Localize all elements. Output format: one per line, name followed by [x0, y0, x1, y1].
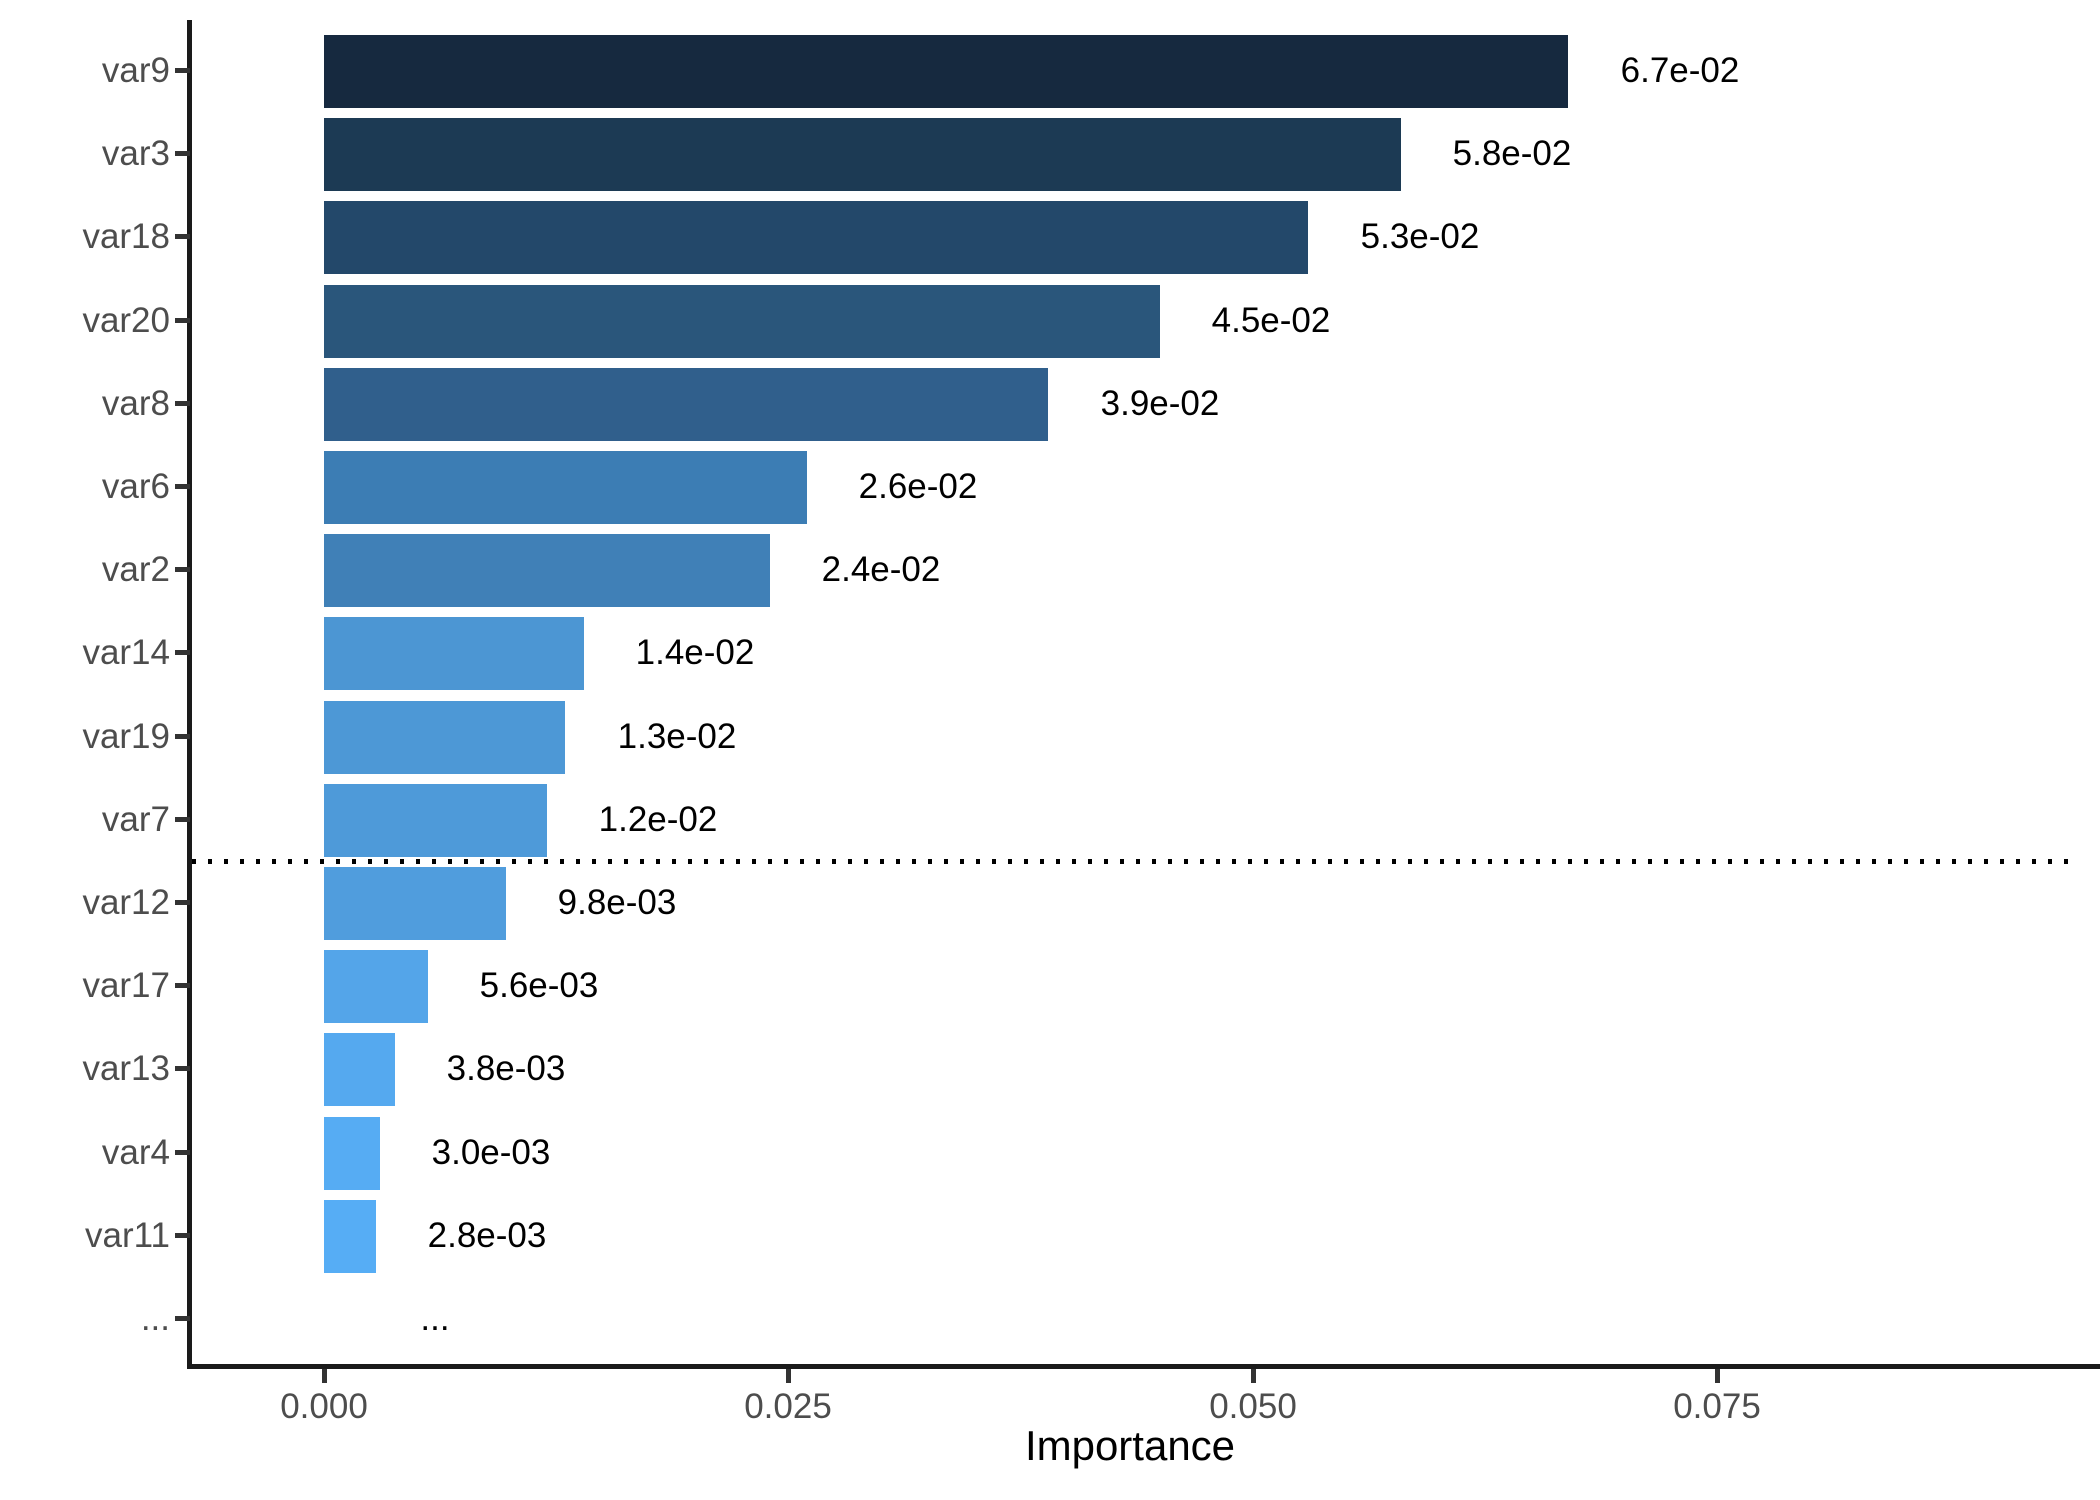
x-axis-tick [1251, 1369, 1256, 1383]
y-axis-label: var19 [82, 716, 170, 756]
y-axis-label: var6 [101, 467, 170, 506]
bar [324, 284, 1160, 358]
y-axis-tick [175, 1066, 190, 1072]
x-axis-tick-label: 0.050 [1209, 1387, 1297, 1426]
bar [324, 1116, 380, 1190]
value-label: 2.4e-02 [821, 550, 941, 590]
y-axis-label: var11 [85, 1215, 170, 1255]
y-axis-label: var2 [101, 550, 170, 590]
y-axis-label: var4 [101, 1132, 170, 1172]
y-axis-tick [175, 68, 190, 73]
value-label: 9.8e-03 [557, 883, 677, 922]
y-axis-tick [175, 816, 190, 822]
bar [324, 118, 1401, 192]
bar [324, 1199, 376, 1273]
y-axis-label: var13 [82, 1049, 170, 1089]
value-label: ... [420, 1299, 450, 1338]
value-label: 2.8e-03 [427, 1215, 547, 1255]
y-axis-label: var20 [82, 300, 170, 340]
y-axis-tick [175, 733, 190, 739]
y-axis-label: var3 [101, 134, 170, 174]
value-label: 5.6e-03 [479, 966, 599, 1006]
value-label: 5.8e-02 [1452, 134, 1572, 174]
y-axis-label: var18 [82, 217, 170, 257]
y-axis-tick [175, 1316, 190, 1321]
value-label: 6.7e-02 [1620, 51, 1740, 90]
bar [324, 867, 506, 940]
value-label: 2.6e-02 [858, 467, 978, 506]
bar [324, 534, 770, 608]
value-label: 1.3e-02 [617, 716, 737, 756]
y-axis-label: var8 [101, 383, 170, 423]
y-axis-label: var9 [101, 51, 170, 90]
bar [324, 617, 584, 691]
bar [324, 950, 428, 1024]
y-axis-label: var17 [82, 966, 170, 1006]
x-axis-tick-label: 0.000 [280, 1387, 368, 1426]
y-axis-tick [175, 1232, 190, 1238]
y-axis-tick [175, 983, 190, 989]
y-axis-label: ... [140, 1299, 170, 1338]
y-axis-tick [175, 234, 190, 240]
y-axis-label: var12 [82, 883, 170, 922]
x-axis-tick-label: 0.025 [744, 1387, 832, 1426]
y-axis-tick [175, 484, 190, 489]
value-label: 3.9e-02 [1100, 383, 1220, 423]
value-label: 3.8e-03 [446, 1049, 566, 1089]
bar [324, 783, 547, 857]
value-label: 4.5e-02 [1211, 300, 1331, 340]
x-axis-tick [322, 1369, 327, 1383]
bar [324, 1033, 395, 1107]
y-axis-tick [175, 650, 190, 656]
bar [324, 35, 1568, 108]
bar [324, 201, 1308, 275]
value-label: 5.3e-02 [1360, 217, 1480, 257]
y-axis-tick [175, 567, 190, 573]
y-axis-tick [175, 317, 190, 323]
x-axis-tick-label: 0.075 [1673, 1387, 1761, 1426]
y-axis-tick [175, 400, 190, 406]
bar [324, 451, 807, 524]
x-axis-title: Importance [1024, 1422, 1236, 1469]
y-axis-line [187, 20, 192, 1369]
y-axis-tick [175, 151, 190, 157]
value-label: 3.0e-03 [431, 1132, 551, 1172]
y-axis-label: var7 [101, 799, 170, 839]
x-axis-line [187, 1364, 2100, 1369]
threshold-line [192, 859, 2080, 864]
value-label: 1.2e-02 [598, 799, 718, 839]
x-axis-tick [1715, 1369, 1720, 1383]
bar [324, 700, 565, 774]
x-axis-tick [786, 1369, 791, 1383]
value-label: 1.4e-02 [635, 633, 755, 673]
y-axis-tick [175, 1149, 190, 1155]
y-axis-label: var14 [82, 633, 170, 673]
bar [324, 367, 1048, 441]
y-axis-tick [175, 900, 190, 905]
